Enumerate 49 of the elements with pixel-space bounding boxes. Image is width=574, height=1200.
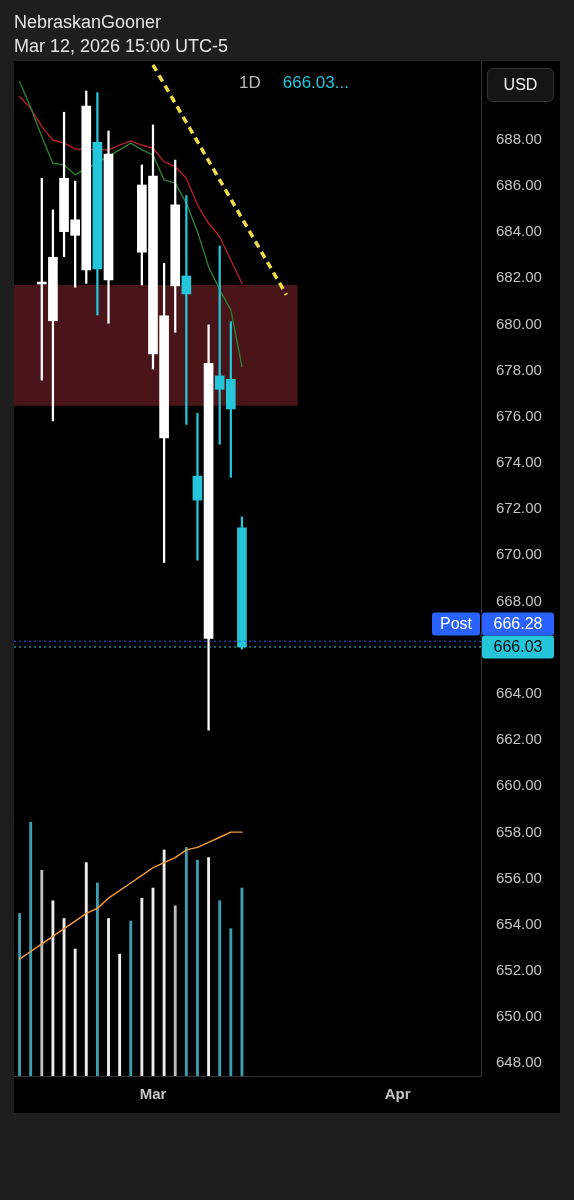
y-tick-label: 680.00	[495, 314, 542, 332]
y-tick-label: 668.00	[495, 591, 542, 609]
candlestick	[192, 413, 203, 561]
bar	[73, 948, 77, 1076]
y-tick-label: 658.00	[495, 822, 542, 840]
y-tick-label: 664.00	[495, 684, 542, 702]
y-tick-label: 682.00	[495, 268, 542, 286]
bar	[118, 953, 122, 1076]
bar	[95, 882, 99, 1076]
y-tick-label: 684.00	[495, 222, 542, 240]
bar	[140, 897, 144, 1076]
y-tick-label: 662.00	[495, 730, 542, 748]
y-tick-label: 650.00	[495, 1007, 542, 1025]
y-tick-label: 660.00	[495, 776, 542, 794]
y-tick-label: 670.00	[495, 545, 542, 563]
y-tick-label: 674.00	[495, 453, 542, 471]
legend-label: 666.28	[493, 615, 543, 633]
bar	[51, 900, 55, 1076]
x-tick-label: Apr	[384, 1085, 411, 1103]
bar	[207, 857, 211, 1076]
text: Mar 12, 2026 15:00 UTC-5	[14, 35, 229, 57]
bar	[129, 920, 133, 1076]
y-tick-label: 654.00	[495, 914, 542, 932]
y-tick-label: 652.00	[495, 961, 542, 979]
annotation: Post	[439, 615, 473, 633]
bar	[107, 918, 110, 1076]
y-axis-title: USD	[487, 68, 554, 102]
bar	[18, 913, 21, 1076]
y-tick-label: 686.00	[495, 176, 542, 194]
y-tick-label: 656.00	[495, 868, 542, 886]
bar	[40, 869, 44, 1076]
y-tick-label: 672.00	[495, 499, 542, 517]
text: 1D	[239, 72, 261, 94]
bar	[184, 847, 188, 1076]
bar	[218, 900, 222, 1076]
y-tick-label: 678.00	[495, 360, 542, 378]
y-tick-label: 676.00	[495, 406, 542, 424]
bar	[229, 928, 233, 1076]
bar	[196, 859, 199, 1076]
annotation: 666.03...	[282, 72, 349, 94]
ref-line-label: 666.03	[493, 638, 543, 656]
bar	[84, 862, 88, 1076]
y-tick-label: 648.00	[495, 1053, 542, 1071]
y-tick-label: 688.00	[495, 129, 542, 147]
bar	[162, 849, 166, 1076]
bar	[173, 905, 177, 1076]
text: NebraskanGooner	[14, 11, 162, 33]
x-tick-label: Mar	[139, 1085, 167, 1103]
bar	[29, 822, 33, 1076]
